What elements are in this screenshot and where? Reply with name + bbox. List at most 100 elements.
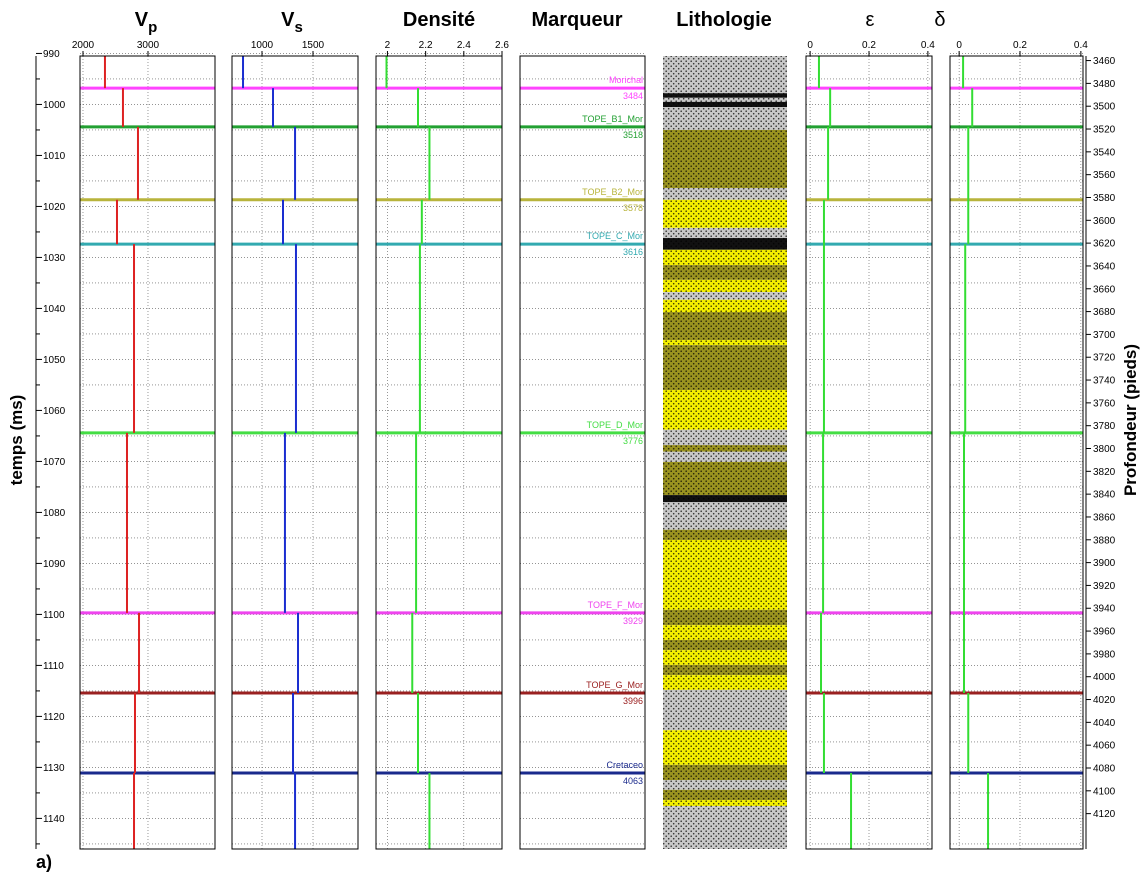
depth-tick-label: 3900 — [1093, 558, 1116, 569]
depth-tick-label: 3540 — [1093, 147, 1116, 158]
depth-tick-label: 3720 — [1093, 353, 1116, 364]
depth-tick-label: 3780 — [1093, 421, 1116, 432]
panel-label: a) — [36, 852, 52, 872]
time-tick-label: 1010 — [43, 151, 66, 162]
depth-tick-label: 3620 — [1093, 239, 1116, 250]
marker-name: TOPE_D_Mor — [587, 420, 643, 430]
depth-tick-label: 3660 — [1093, 284, 1116, 295]
time-tick-label: 1000 — [43, 100, 66, 111]
marker-name: Morichal — [609, 75, 643, 85]
depth-axis-title: Profondeur (pieds) — [1121, 344, 1140, 496]
marker-depth: 3518 — [623, 130, 643, 140]
time-tick-label: 1030 — [43, 253, 66, 264]
depth-tick-label: 3860 — [1093, 512, 1116, 523]
track-frame — [231, 55, 359, 850]
depth-tick-label: 3520 — [1093, 125, 1116, 136]
depth-tick-label: 3700 — [1093, 330, 1116, 341]
time-tick-label: 1110 — [43, 661, 64, 672]
depth-tick-label: 3800 — [1093, 444, 1116, 455]
depth-tick-label: 3960 — [1093, 627, 1116, 638]
depth-tick-label: 4120 — [1093, 809, 1116, 820]
depth-tick-label: 3740 — [1093, 376, 1116, 387]
track-title-main: V — [135, 9, 149, 31]
depth-tick-label: 3600 — [1093, 216, 1116, 227]
track-title: Lithologie — [676, 9, 772, 31]
track-title: Densité — [403, 9, 475, 31]
depth-tick-label: 3480 — [1093, 79, 1116, 90]
depth-tick-label: 3880 — [1093, 535, 1116, 546]
time-tick-label: 1140 — [43, 814, 65, 825]
time-axis-title: temps (ms) — [7, 395, 26, 486]
track-frame — [805, 55, 933, 850]
x-tick-label: 2 — [385, 40, 391, 51]
x-tick-label: 1500 — [302, 40, 325, 51]
depth-tick-label: 3500 — [1093, 102, 1116, 113]
time-tick-label: 1090 — [43, 559, 66, 570]
marker-depth: 3776 — [623, 436, 643, 446]
time-tick-label: 1120 — [43, 712, 65, 723]
x-tick-label: 0.2 — [862, 40, 876, 51]
track-title-main: δ — [934, 9, 945, 31]
time-tick-label: 1100 — [43, 610, 65, 621]
marker-depth: 4063 — [623, 776, 643, 786]
time-tick-label: 1020 — [43, 202, 66, 213]
marker-name: TOPE_C_Mor — [587, 231, 643, 241]
time-tick-label: 1060 — [43, 406, 66, 417]
x-tick-label: 2000 — [72, 40, 95, 51]
depth-tick-label: 3680 — [1093, 307, 1116, 318]
x-tick-label: 2.4 — [457, 40, 471, 51]
depth-tick-label: 4020 — [1093, 695, 1116, 706]
track-title: ε — [866, 9, 875, 31]
track-title-main: Lithologie — [676, 9, 772, 31]
depth-tick-label: 3840 — [1093, 490, 1116, 501]
x-tick-label: 2.6 — [495, 40, 509, 51]
depth-tick-label: 4000 — [1093, 672, 1116, 683]
x-tick-label: 3000 — [137, 40, 160, 51]
depth-tick-label: 3820 — [1093, 467, 1116, 478]
depth-tick-label: 3940 — [1093, 604, 1116, 615]
track-frame — [519, 55, 646, 850]
depth-tick-label: 3460 — [1093, 56, 1116, 67]
marker-depth: 3578 — [623, 203, 643, 213]
track-frame — [375, 55, 503, 850]
track-title: Vp — [135, 9, 158, 36]
track-title: δ — [934, 9, 945, 31]
depth-tick-label: 3580 — [1093, 193, 1116, 204]
track-title: Marqueur — [531, 9, 622, 31]
time-tick-label: 1040 — [43, 304, 66, 315]
track-title-main: V — [281, 9, 295, 31]
x-tick-label: 0.4 — [921, 40, 935, 51]
depth-tick-label: 4100 — [1093, 786, 1116, 797]
x-tick-label: 2.2 — [419, 40, 433, 51]
x-tick-label: 0.2 — [1013, 40, 1027, 51]
marker-name: TOPE_F_Mor — [588, 600, 643, 610]
time-tick-label: 1080 — [43, 508, 66, 519]
depth-tick-label: 3560 — [1093, 170, 1116, 181]
depth-tick-label: 3980 — [1093, 649, 1116, 660]
marker-name: TOPE_G_Mor — [586, 680, 643, 690]
marker-name: Cretaceo — [606, 760, 643, 770]
depth-tick-label: 4040 — [1093, 718, 1116, 729]
time-tick-label: 1070 — [43, 457, 66, 468]
depth-tick-label: 3920 — [1093, 581, 1116, 592]
x-tick-label: 0.4 — [1074, 40, 1088, 51]
marker-name: TOPE_B2_Mor — [582, 187, 643, 197]
time-tick-label: 990 — [43, 49, 60, 60]
depth-tick-label: 3640 — [1093, 261, 1116, 272]
marker-name: TOPE_B1_Mor — [582, 114, 643, 124]
track-frame — [949, 55, 1084, 850]
marker-depth: 3996 — [623, 696, 643, 706]
track-title: Vs — [281, 9, 303, 36]
marker-depth: 3484 — [623, 91, 643, 101]
track-frame — [79, 55, 216, 850]
track-title-main: Marqueur — [531, 9, 622, 31]
track-title-main: ε — [866, 9, 875, 31]
x-tick-label: 1000 — [251, 40, 274, 51]
marker-depth: 3616 — [623, 247, 643, 257]
x-tick-label: 0 — [807, 40, 813, 51]
x-tick-label: 0 — [956, 40, 962, 51]
depth-tick-label: 3760 — [1093, 398, 1116, 409]
marker-depth: 3929 — [623, 616, 643, 626]
lithology-texture — [663, 56, 787, 849]
time-tick-label: 1130 — [43, 763, 65, 774]
